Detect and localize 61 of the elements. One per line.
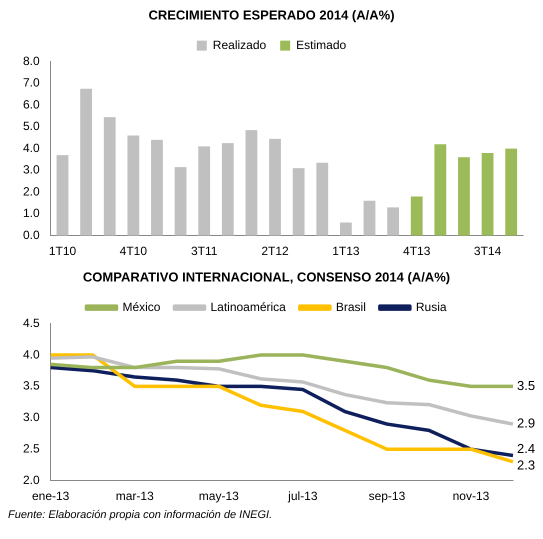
y-tick-label: 3.0 — [22, 410, 40, 424]
y-tick-label: 3.0 — [22, 162, 40, 177]
bar — [56, 155, 68, 236]
y-tick-label: 4.5 — [22, 316, 40, 330]
x-tick-label: 3T11 — [190, 244, 218, 258]
x-tick-label: 1T13 — [332, 244, 360, 258]
bar — [505, 148, 518, 236]
legend-label: Brasil — [336, 300, 366, 314]
chart-title: COMPARATIVO INTERNACIONAL, CONSENSO 2014 (A/A%) — [82, 269, 450, 284]
data-label: 2.4 — [517, 441, 536, 456]
y-tick-label: 2.0 — [22, 472, 40, 487]
x-tick-label: nov-13 — [452, 489, 490, 504]
bar — [387, 207, 400, 236]
y-tick-label: 6.0 — [22, 97, 40, 112]
legend-label: Latinoamérica — [210, 300, 286, 314]
x-tick-label: 3T14 — [474, 244, 502, 258]
legend-label: México — [122, 300, 161, 314]
x-tick-label: may-13 — [198, 489, 240, 504]
bar — [340, 222, 352, 236]
bar — [410, 196, 423, 236]
bar — [316, 162, 328, 236]
data-label: 2.9 — [517, 416, 536, 431]
x-tick-label: mar-13 — [116, 489, 154, 504]
y-tick-label: 5.0 — [22, 119, 40, 134]
x-tick-label: ene-13 — [32, 489, 70, 504]
bar — [269, 138, 281, 236]
bar — [434, 144, 446, 236]
y-tick-label: 2.5 — [22, 442, 40, 456]
bar — [198, 146, 210, 236]
legend-label: Rusia — [416, 300, 447, 314]
y-tick-label: 1.0 — [22, 206, 40, 220]
data-label: 2.3 — [517, 457, 536, 472]
data-label: 3.5 — [517, 378, 536, 393]
x-tick-label: 1T10 — [48, 244, 76, 258]
bar — [174, 167, 186, 236]
bar — [80, 88, 92, 236]
y-tick-label: 3.5 — [22, 378, 40, 393]
y-tick-label: 4.0 — [22, 140, 40, 155]
x-tick-label: sep-13 — [368, 489, 406, 504]
y-tick-label: 2.0 — [22, 184, 40, 198]
source-note: Fuente: Elaboración propia con información de INEGI. — [7, 509, 274, 521]
bar — [151, 140, 163, 236]
bar — [482, 152, 494, 236]
chart-title: CRECIMIENTO ESPERADO 2014 (A/A%) — [148, 7, 395, 22]
bar — [127, 136, 140, 236]
bar — [364, 200, 376, 236]
y-tick-label: 7.0 — [22, 76, 40, 90]
y-tick-label: 0.0 — [22, 228, 40, 242]
x-tick-label: 4T10 — [120, 244, 148, 258]
bar — [222, 143, 234, 236]
x-tick-label: jul-13 — [287, 489, 318, 504]
y-tick-label: 8.0 — [22, 54, 40, 68]
x-tick-label: 4T13 — [403, 244, 431, 258]
x-tick-label: 2T12 — [261, 244, 290, 258]
y-tick-label: 4.0 — [22, 347, 40, 362]
bar — [246, 130, 258, 236]
legend-label: Estimado — [296, 38, 347, 52]
bar — [104, 117, 116, 236]
legend-label: Realizado — [212, 38, 266, 52]
bar — [458, 157, 470, 236]
bar — [292, 168, 305, 236]
